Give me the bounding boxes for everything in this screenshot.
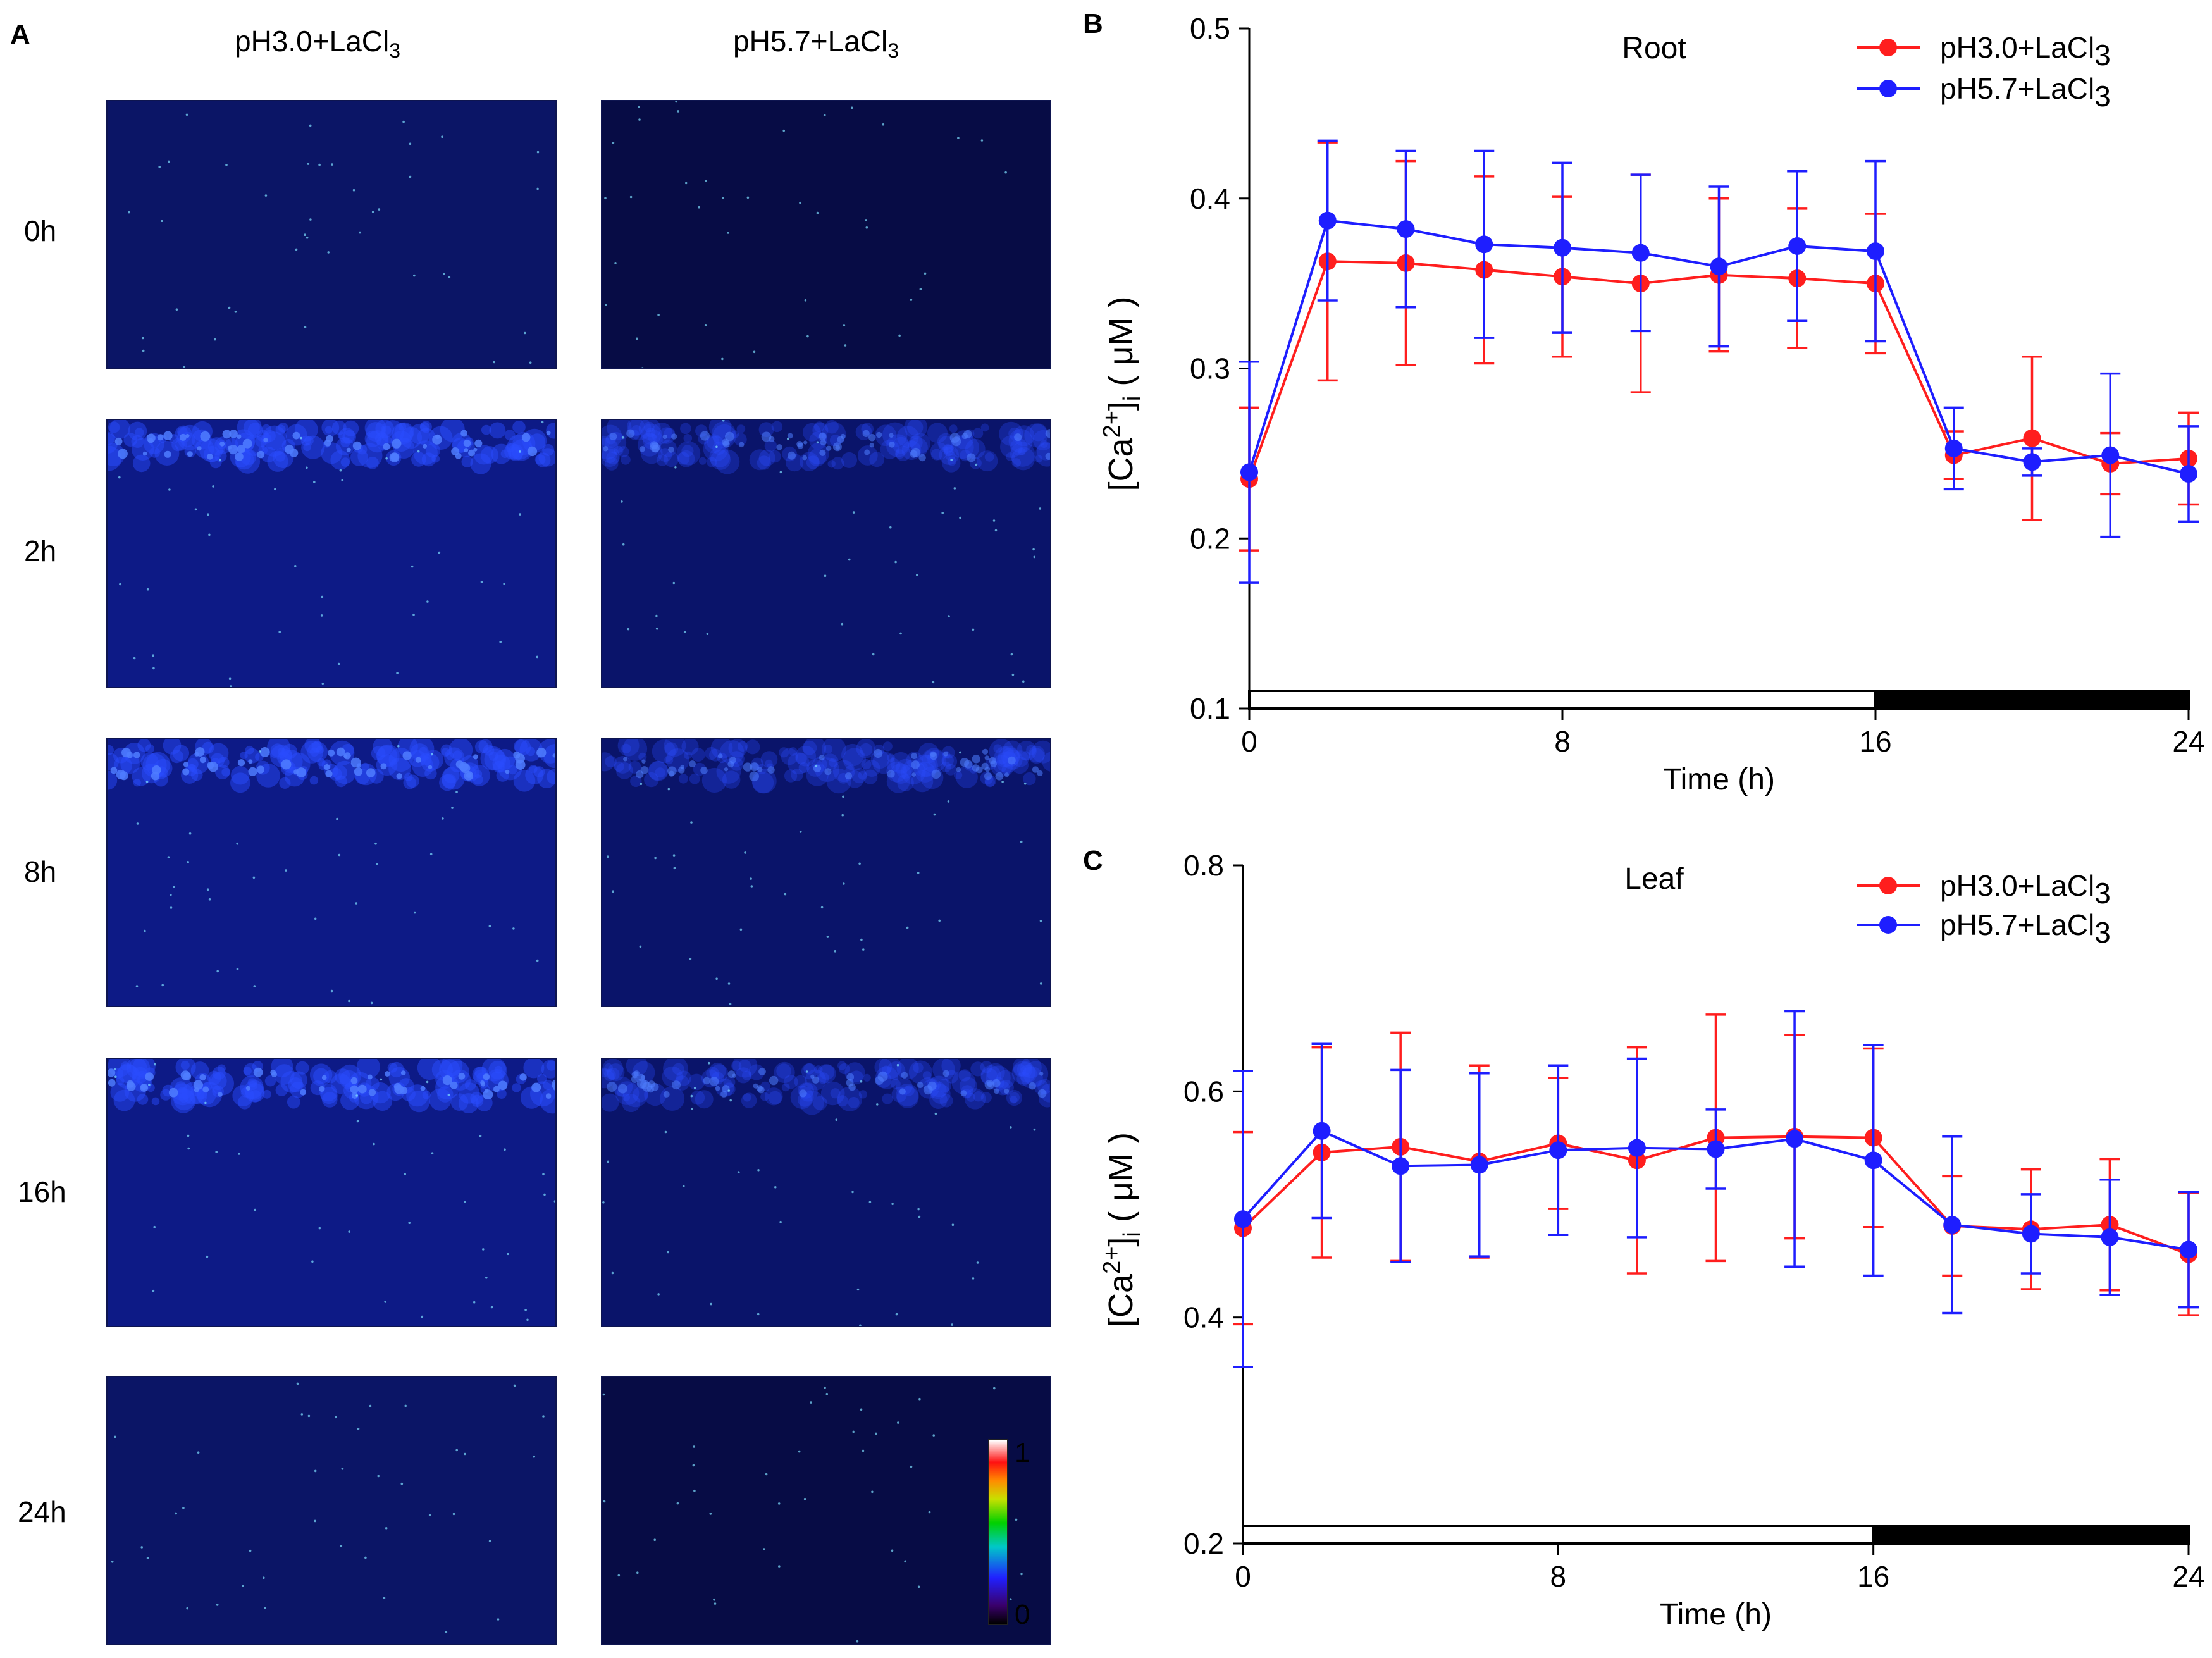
chart-c-x-tick-label: 16 xyxy=(1857,1560,1889,1593)
column-header-ph57: pH5.7+LaCl3 xyxy=(732,25,899,62)
chart-c-data-point xyxy=(1313,1122,1331,1140)
chart-b-data-point xyxy=(1710,257,1728,276)
chart-b-light-period-bar xyxy=(1248,690,1877,710)
micrograph-24h-col1 xyxy=(106,1376,557,1645)
chart-b-data-point xyxy=(2180,465,2197,483)
chart-b-data-point xyxy=(2023,453,2041,471)
panel-a-letter: A xyxy=(10,19,30,50)
chart-b-title: Root xyxy=(1622,32,1686,65)
chart-b-series-2 xyxy=(1239,139,2199,584)
micrograph-2h-col1 xyxy=(106,419,557,688)
micrograph-24h-col2 xyxy=(601,1376,1051,1645)
chart-c-x-label: Time (h) xyxy=(1660,1598,1772,1631)
chart-b-legend-marker xyxy=(1879,80,1897,97)
chart-c-legend-label: pH5.7+LaCl3 xyxy=(1940,908,2111,949)
chart-b-data-point xyxy=(1944,439,1963,457)
chart-c-data-point xyxy=(1943,1216,1962,1234)
chart-c-dark-period-bar xyxy=(1872,1525,2190,1545)
chart-b-data-point xyxy=(1475,235,1493,254)
column-header-ph3: pH3.0+LaCl3 xyxy=(234,25,401,62)
chart-b-data-point xyxy=(1397,220,1415,238)
micrograph-0h-col1 xyxy=(106,100,557,369)
micrograph-16h-col1 xyxy=(106,1058,557,1327)
chart-b-data-point xyxy=(2023,429,2041,447)
chart-c-y-tick-label: 0.6 xyxy=(1183,1075,1224,1108)
chart-b-legend-label: pH5.7+LaCl3 xyxy=(1940,72,2111,113)
chart-c-x-tick-label: 0 xyxy=(1235,1560,1251,1593)
chart-b-x-tick-label: 8 xyxy=(1554,725,1571,758)
chart-b-data-point xyxy=(1867,242,1884,261)
chart-c-data-point xyxy=(1549,1141,1567,1160)
chart-c-light-period-bar xyxy=(1242,1525,1875,1545)
chart-c-data-point xyxy=(1628,1139,1646,1157)
chart-c: C 0.2 0.4 0.6 0.8 0 8 16 24 Time (h) [Ca2+]i ( μM … xyxy=(1083,845,2205,1631)
chart-c-title: Leaf xyxy=(1624,862,1684,896)
chart-b-x-tick-label: 16 xyxy=(1859,725,1891,758)
chart-b: B 0.1 0.2 0.3 0.4 0.5 0 8 16 24 Time (h) [Ca2+]i ( … xyxy=(1083,8,2205,796)
chart-b-data-point xyxy=(1788,237,1807,255)
row-label-16h: 16h xyxy=(18,1175,66,1208)
chart-b-data-point xyxy=(1554,238,1571,257)
chart-b-y-tick-label: 0.4 xyxy=(1190,182,1230,215)
micrograph-8h-col1 xyxy=(106,738,557,1007)
chart-c-y-tick-label: 0.4 xyxy=(1183,1301,1224,1334)
chart-c-x-tick-label: 24 xyxy=(2172,1560,2204,1593)
chart-c-x-tick-label: 8 xyxy=(1550,1560,1567,1593)
chart-b-data-point xyxy=(1318,211,1337,230)
chart-c-data-point xyxy=(1392,1157,1410,1175)
chart-c-series-2 xyxy=(1233,1010,2199,1369)
row-label-0h: 0h xyxy=(24,214,57,247)
chart-b-y-tick-label: 0.5 xyxy=(1190,12,1230,45)
chart-b-y-label: [Ca2+]i ( μM ) xyxy=(1099,297,1146,492)
chart-b-panel-letter: B xyxy=(1083,8,1103,39)
chart-b-dark-period-bar xyxy=(1874,690,2190,710)
chart-b-x-tick-label: 0 xyxy=(1241,725,1257,758)
chart-c-y-label: [Ca2+]i ( μM ) xyxy=(1099,1132,1146,1327)
chart-c-panel-letter: C xyxy=(1083,845,1103,876)
colorbar xyxy=(988,1439,1008,1625)
chart-c-data-point xyxy=(1707,1140,1725,1158)
colorbar-max-label: 1 xyxy=(1015,1437,1030,1468)
chart-b-data-point xyxy=(2101,446,2120,464)
chart-b-y-tick-label: 0.1 xyxy=(1190,692,1230,725)
chart-b-x-tick-label: 24 xyxy=(2172,725,2204,758)
chart-c-data-point xyxy=(2180,1240,2197,1259)
chart-b-y-tick-label: 0.2 xyxy=(1190,522,1230,555)
chart-c-data-point xyxy=(1864,1151,1882,1170)
micrograph-16h-col2 xyxy=(601,1058,1051,1327)
chart-c-y-tick-label: 0.2 xyxy=(1183,1527,1224,1560)
colorbar-min-label: 0 xyxy=(1015,1599,1030,1630)
chart-c-data-point xyxy=(1470,1156,1488,1174)
chart-b-legend-marker xyxy=(1879,39,1897,56)
chart-b-data-point xyxy=(1631,244,1650,262)
chart-b-x-label: Time (h) xyxy=(1663,763,1775,796)
chart-c-legend-label: pH3.0+LaCl3 xyxy=(1940,869,2111,910)
chart-c-legend-marker xyxy=(1879,916,1897,934)
chart-b-y-tick-label: 0.3 xyxy=(1190,352,1230,385)
chart-c-data-point xyxy=(1786,1130,1804,1148)
chart-b-legend-label: pH3.0+LaCl3 xyxy=(1940,31,2111,71)
chart-b-data-point xyxy=(1240,463,1258,481)
row-label-24h: 24h xyxy=(18,1495,66,1528)
micrograph-2h-col2 xyxy=(601,419,1051,688)
micrograph-8h-col2 xyxy=(601,738,1051,1007)
row-label-2h: 2h xyxy=(24,535,57,567)
chart-c-data-point xyxy=(2022,1225,2040,1243)
row-label-8h: 8h xyxy=(24,855,57,888)
chart-c-data-point xyxy=(1234,1210,1252,1228)
chart-c-legend-marker xyxy=(1879,877,1897,894)
chart-c-data-point xyxy=(2101,1228,2119,1246)
micrograph-0h-col2 xyxy=(601,100,1051,369)
chart-c-y-tick-label: 0.8 xyxy=(1183,849,1224,882)
